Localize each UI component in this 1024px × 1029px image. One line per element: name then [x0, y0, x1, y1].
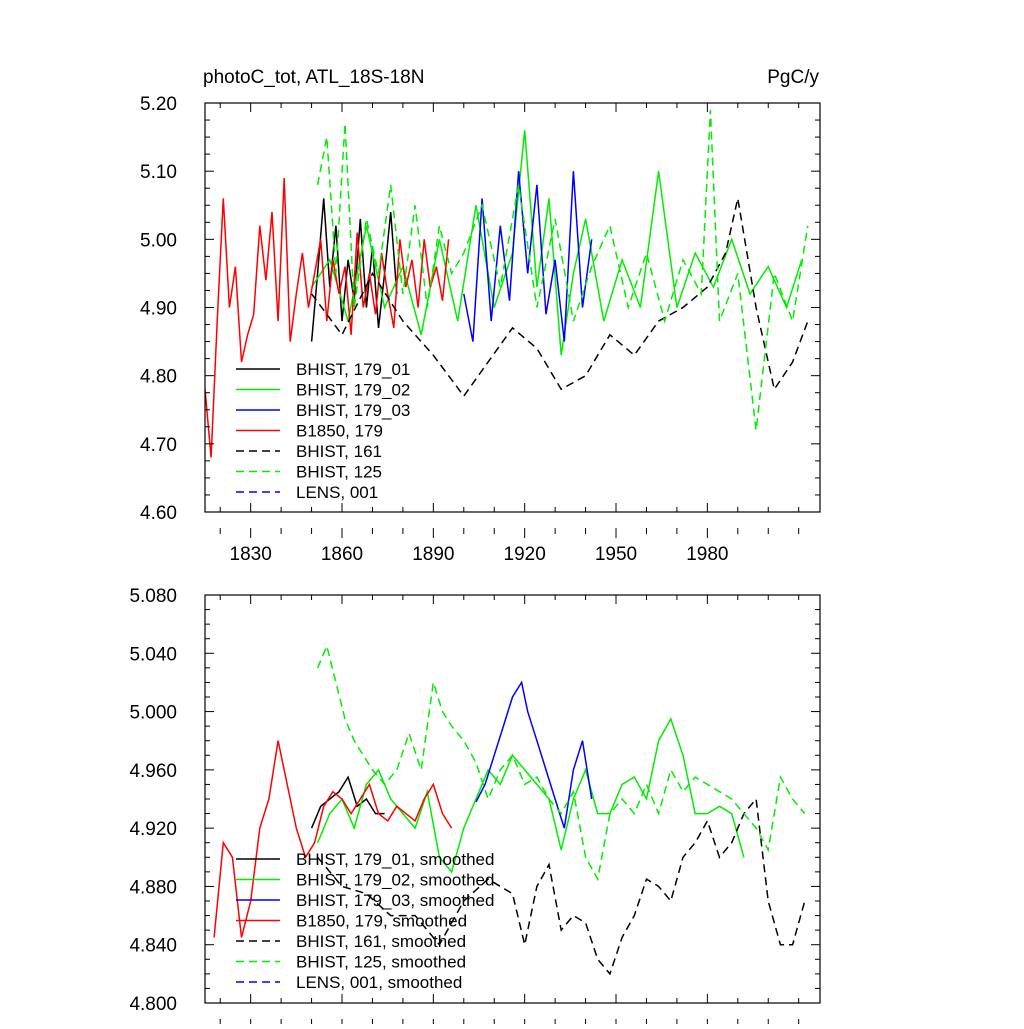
x-tick-label: 1920 — [504, 544, 546, 565]
y-tick-label: 5.000 — [129, 703, 177, 724]
y-tick-label: 4.90 — [140, 299, 177, 320]
y-tick-label: 4.800 — [129, 994, 177, 1015]
series-line-bhist-179-03 — [463, 171, 593, 342]
y-tick-label: 4.960 — [129, 761, 177, 782]
x-tick-label: 1860 — [321, 544, 363, 565]
legend-label: LENS, 001, smoothed — [296, 973, 462, 992]
series-line-bhist-161-smoothed — [317, 797, 806, 976]
y-tick-label: 5.080 — [129, 586, 177, 607]
legend-label: BHIST, 179_03 — [296, 401, 410, 420]
y-tick-label: 4.60 — [140, 503, 177, 524]
bottom-plot-area: 4.800 4.840 4.880 4.920 4.960 5.000 5.040 5.080… — [129, 586, 821, 1029]
x-tick-label: 1890 — [412, 544, 454, 565]
y-tick-label: 5.20 — [140, 94, 177, 115]
y-tick-label: 4.920 — [129, 819, 177, 840]
top-panel-title: photoC_tot, ATL_18S-18N — [203, 67, 424, 88]
series-line-bhist-179-03-smoothed — [475, 680, 593, 829]
series-line-bhist-179-02-smoothed — [316, 717, 745, 874]
x-tick-label: 1830 — [230, 544, 272, 565]
series-group — [213, 643, 806, 976]
legend-label: B1850, 179 — [296, 422, 383, 441]
series-line-bhist-125-smoothed — [316, 643, 806, 882]
series-group — [205, 109, 809, 458]
y-tick-label: 4.80 — [140, 367, 177, 388]
y-tick-label: 4.840 — [129, 936, 177, 957]
series-line-bhist-125 — [316, 109, 809, 431]
legend-label: BHIST, 179_01, smoothed — [296, 850, 494, 869]
legend-label: BHIST, 179_01 — [296, 360, 410, 379]
bottom-panel: 4.800 4.840 4.880 4.920 4.960 5.000 5.040 5.080… — [129, 586, 821, 1029]
top-plot-area: 4.60 4.70 4.80 4.90 5.00 5.10 5.20 1830 1860 1890… — [140, 94, 821, 565]
x-tick-label: 1950 — [595, 544, 637, 565]
legend-label: BHIST, 179_02, smoothed — [296, 871, 494, 890]
legend: BHIST, 179_01, smoothed BHIST, 179_02, sm… — [236, 850, 494, 992]
legend-label: BHIST, 179_02 — [296, 381, 410, 400]
legend-label: LENS, 001 — [296, 483, 378, 502]
legend-label: BHIST, 161, smoothed — [296, 932, 466, 951]
legend-label: B1850, 179, smoothed — [296, 912, 467, 931]
series-line-bhist-179-02 — [310, 130, 803, 356]
y-tick-label: 4.880 — [129, 877, 177, 898]
legend-label: BHIST, 179_03, smoothed — [296, 891, 494, 910]
series-line-b1850-179 — [205, 177, 450, 458]
top-panel-units: PgC/y — [767, 67, 819, 88]
y-tick-label: 5.040 — [129, 644, 177, 665]
y-tick-label: 4.70 — [140, 435, 177, 456]
legend-label: BHIST, 125 — [296, 463, 382, 482]
legend-label: BHIST, 161 — [296, 442, 382, 461]
y-tick-label: 5.00 — [140, 230, 177, 251]
top-panel: photoC_tot, ATL_18S-18N PgC/y 4.604.704.… — [140, 67, 821, 565]
x-tick-label: 1980 — [686, 544, 728, 565]
series-line-b1850-179-smoothed — [213, 740, 453, 938]
series-line-bhist-161 — [310, 198, 809, 398]
series-line-bhist-179-01-smoothed — [310, 775, 385, 829]
y-tick-label: 5.10 — [140, 162, 177, 183]
legend-label: BHIST, 125, smoothed — [296, 953, 466, 972]
